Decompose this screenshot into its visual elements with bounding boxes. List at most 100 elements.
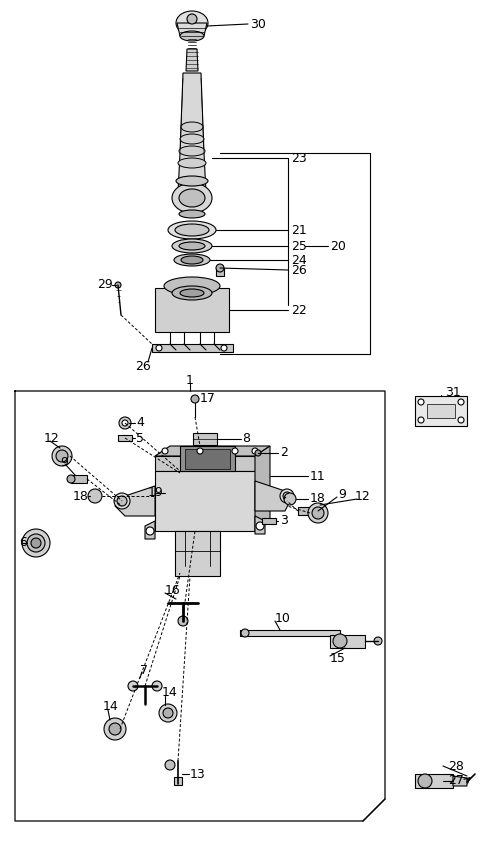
Circle shape <box>163 708 173 718</box>
Ellipse shape <box>178 158 206 168</box>
Text: 9: 9 <box>338 488 346 501</box>
Ellipse shape <box>180 134 204 144</box>
Ellipse shape <box>175 224 209 236</box>
Text: 22: 22 <box>291 304 307 317</box>
Text: 19: 19 <box>148 487 164 500</box>
Ellipse shape <box>181 256 203 264</box>
Bar <box>240 630 340 636</box>
Circle shape <box>88 489 102 503</box>
Circle shape <box>252 448 258 454</box>
Circle shape <box>178 616 188 626</box>
Polygon shape <box>178 73 206 193</box>
Circle shape <box>283 492 291 500</box>
Circle shape <box>152 681 162 691</box>
Text: 6: 6 <box>19 536 27 550</box>
Text: 24: 24 <box>291 254 307 266</box>
Polygon shape <box>255 516 265 534</box>
Text: 31: 31 <box>445 386 461 399</box>
Circle shape <box>156 345 162 351</box>
Polygon shape <box>155 446 270 456</box>
Circle shape <box>458 399 464 405</box>
Circle shape <box>31 538 41 548</box>
Circle shape <box>418 417 424 423</box>
Circle shape <box>146 527 154 535</box>
Polygon shape <box>175 531 220 576</box>
Text: 10: 10 <box>275 613 291 625</box>
Circle shape <box>310 507 318 515</box>
Ellipse shape <box>176 176 208 186</box>
Polygon shape <box>145 521 155 539</box>
Bar <box>174 777 182 785</box>
Text: 14: 14 <box>103 700 119 713</box>
Circle shape <box>109 723 121 735</box>
Text: 12: 12 <box>44 432 60 446</box>
Text: 12: 12 <box>355 490 371 504</box>
Circle shape <box>458 417 464 423</box>
Polygon shape <box>155 456 255 471</box>
Circle shape <box>117 496 127 506</box>
Circle shape <box>241 629 249 637</box>
Ellipse shape <box>180 31 204 41</box>
Text: 21: 21 <box>291 224 307 237</box>
Circle shape <box>374 637 382 645</box>
Circle shape <box>221 345 227 351</box>
Text: 16: 16 <box>165 585 181 597</box>
Circle shape <box>122 420 128 426</box>
Circle shape <box>162 448 168 454</box>
Circle shape <box>191 395 199 403</box>
Polygon shape <box>255 481 290 511</box>
Text: 8: 8 <box>242 432 250 446</box>
Polygon shape <box>453 776 467 786</box>
Circle shape <box>119 417 131 429</box>
Ellipse shape <box>172 183 212 213</box>
Polygon shape <box>193 433 217 445</box>
Circle shape <box>284 493 296 505</box>
Polygon shape <box>155 471 255 531</box>
Circle shape <box>104 718 126 740</box>
Bar <box>298 507 314 515</box>
Circle shape <box>159 704 177 722</box>
Text: 27: 27 <box>448 774 464 787</box>
Polygon shape <box>186 49 198 71</box>
Text: 4: 4 <box>136 416 144 430</box>
Circle shape <box>418 774 432 788</box>
Text: 29: 29 <box>97 278 113 292</box>
Text: 2: 2 <box>280 447 288 460</box>
Text: 9: 9 <box>60 455 68 469</box>
Circle shape <box>232 448 238 454</box>
Text: 23: 23 <box>291 151 307 164</box>
Bar <box>152 344 233 352</box>
Ellipse shape <box>164 277 220 295</box>
Polygon shape <box>155 288 229 332</box>
Text: 14: 14 <box>162 687 178 700</box>
Ellipse shape <box>181 122 203 132</box>
Ellipse shape <box>176 11 208 35</box>
Text: 3: 3 <box>280 515 288 528</box>
Text: 25: 25 <box>291 239 307 253</box>
Polygon shape <box>255 446 270 531</box>
Ellipse shape <box>172 286 212 300</box>
Text: 18: 18 <box>310 493 326 505</box>
Text: 26: 26 <box>291 264 307 277</box>
Text: 1: 1 <box>186 374 194 387</box>
Circle shape <box>256 522 264 530</box>
Circle shape <box>280 489 294 503</box>
Circle shape <box>128 681 138 691</box>
Circle shape <box>27 534 45 552</box>
Ellipse shape <box>174 254 210 266</box>
Circle shape <box>187 14 197 24</box>
Polygon shape <box>330 635 365 648</box>
Polygon shape <box>177 23 207 36</box>
Circle shape <box>165 760 175 770</box>
Text: 26: 26 <box>135 359 151 373</box>
Circle shape <box>418 399 424 405</box>
Circle shape <box>255 450 261 456</box>
Text: 20: 20 <box>330 239 346 253</box>
Bar <box>118 435 132 441</box>
Ellipse shape <box>179 146 205 156</box>
Circle shape <box>22 529 50 557</box>
Circle shape <box>115 282 121 288</box>
Text: 15: 15 <box>330 652 346 665</box>
Polygon shape <box>216 268 224 276</box>
Ellipse shape <box>179 189 205 207</box>
